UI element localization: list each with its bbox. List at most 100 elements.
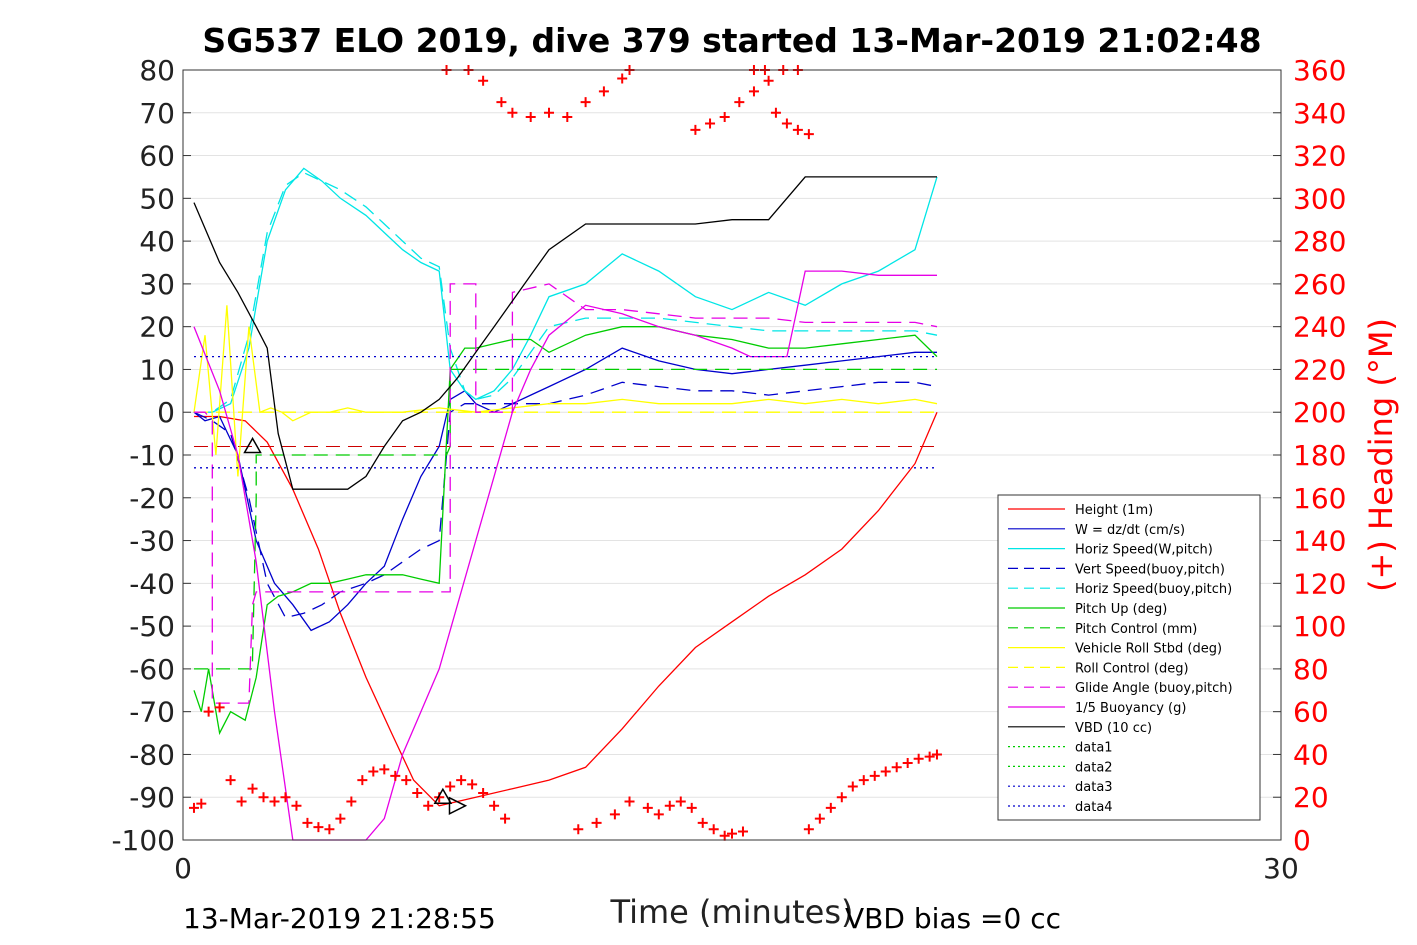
- series-line-glide-angle-buoy-pitch-: [194, 283, 938, 704]
- heading-point: [902, 758, 913, 768]
- heading-point: [346, 796, 357, 807]
- heading-point: [379, 764, 390, 775]
- heading-point: [225, 775, 236, 786]
- heading-point: [664, 800, 675, 811]
- heading-point: [434, 792, 445, 803]
- heading-point: [803, 129, 814, 140]
- heading-point: [478, 75, 489, 86]
- y-tick-label: -10: [129, 439, 175, 472]
- y-tick-label: 70: [139, 97, 175, 130]
- legend-label: data4: [1075, 800, 1113, 815]
- y2-tick-label: 60: [1293, 696, 1329, 729]
- heading-point: [489, 800, 500, 811]
- heading-point: [719, 112, 730, 123]
- y-tick-label: -90: [129, 781, 175, 814]
- heading-point: [913, 753, 924, 764]
- heading-point: [617, 73, 628, 84]
- left-axis: 80 70 60 50 40 30 20 10 0 -10 -20 -30 -40 -50 -60 -70 -8…: [111, 54, 191, 857]
- heading-point: [770, 107, 781, 118]
- chart-title: SG537 ELO 2019, dive 379 started 13-Mar-…: [202, 21, 1261, 60]
- marker-layer: [243, 436, 468, 815]
- heading-point: [214, 702, 225, 713]
- legend-label: Pitch Control (mm): [1075, 622, 1197, 637]
- heading-point: [247, 783, 258, 794]
- series-line-pitch-up-deg-: [193, 326, 938, 736]
- heading-point: [653, 809, 664, 820]
- heading-point: [368, 766, 379, 777]
- y2-tick-label: 140: [1293, 525, 1346, 558]
- heading-point: [792, 124, 803, 135]
- series-line-height-1m-: [194, 411, 938, 807]
- y-tick-label: -30: [129, 525, 175, 558]
- y-tick-label: 50: [139, 182, 175, 215]
- heading-point: [847, 781, 858, 792]
- y2-tick-label: 80: [1293, 653, 1329, 686]
- heading-point: [525, 112, 536, 123]
- heading-point: [478, 787, 489, 798]
- y-tick-label: -40: [129, 567, 175, 600]
- heading-point: [697, 817, 708, 828]
- series-line-horiz-speed-buoy-pitch-: [194, 171, 938, 413]
- heading-point: [675, 796, 686, 807]
- heading-point: [598, 86, 609, 97]
- heading-point: [708, 824, 719, 835]
- heading-point: [291, 800, 302, 811]
- series-line-pitch-control-mm-: [194, 368, 937, 670]
- y-tick-label: 80: [139, 54, 175, 87]
- series-layer: [193, 167, 938, 841]
- heading-point: [456, 775, 467, 786]
- heading-point: [931, 749, 942, 760]
- legend-label: W = dz/dt (cm/s): [1075, 523, 1185, 538]
- y2-tick-label: 0: [1293, 824, 1311, 857]
- legend-label: 1/5 Buoyancy (g): [1075, 701, 1186, 716]
- y2-tick-label: 220: [1293, 353, 1346, 386]
- heading-point: [814, 813, 825, 824]
- y2-tick-label: 320: [1293, 140, 1346, 173]
- heading-point: [781, 118, 792, 129]
- y-tick-label: -70: [129, 696, 175, 729]
- y-tick-label: -80: [129, 738, 175, 771]
- heading-point: [891, 762, 902, 773]
- legend-label: Glide Angle (buoy,pitch): [1075, 681, 1233, 696]
- heading-point: [412, 787, 423, 798]
- heading-point: [825, 802, 836, 813]
- heading-point: [719, 830, 730, 841]
- y2-tick-label: 340: [1293, 97, 1346, 130]
- heading-point: [705, 118, 716, 129]
- y-tick-label: 30: [139, 268, 175, 301]
- legend-label: Horiz Speed(W,pitch): [1075, 543, 1213, 558]
- heading-point: [335, 813, 346, 824]
- heading-point: [313, 822, 324, 833]
- heading-point: [196, 798, 207, 809]
- y2-tick-label: 120: [1293, 567, 1346, 600]
- heading-point: [401, 775, 412, 786]
- right-axis: 3603403203002802602402202001801601401201…: [1273, 54, 1346, 857]
- heading-point: [609, 809, 620, 820]
- heading-point: [507, 107, 518, 118]
- x-tick-label: 30: [1263, 852, 1299, 885]
- y-tick-label: -100: [111, 824, 175, 857]
- heading-point: [690, 124, 701, 135]
- heading-point: [423, 800, 434, 811]
- heading-point: [748, 86, 759, 97]
- y2-tick-label: 360: [1293, 54, 1346, 87]
- heading-point: [573, 824, 584, 835]
- y-tick-label: -20: [129, 482, 175, 515]
- legend-label: Pitch Up (deg): [1075, 602, 1167, 617]
- marker-triangle: [433, 787, 453, 804]
- y2-tick-label: 20: [1293, 781, 1329, 814]
- heading-point: [924, 751, 935, 762]
- marker-triangle-right: [448, 796, 468, 815]
- y2-tick-label: 280: [1293, 225, 1346, 258]
- heading-point: [236, 796, 247, 807]
- series-line-vehicle-roll-stbd-deg-: [193, 305, 938, 477]
- legend-label: data3: [1075, 780, 1113, 795]
- right-axis-label: (+) Heading (°M): [1362, 318, 1400, 592]
- heading-point: [500, 813, 511, 824]
- footer-vbd-bias: VBD bias =0 cc: [845, 902, 1061, 935]
- marker-triangle: [243, 436, 262, 454]
- heading-point: [869, 770, 880, 781]
- heading-point: [188, 802, 199, 813]
- x-axis-label: Time (minutes): [610, 893, 854, 931]
